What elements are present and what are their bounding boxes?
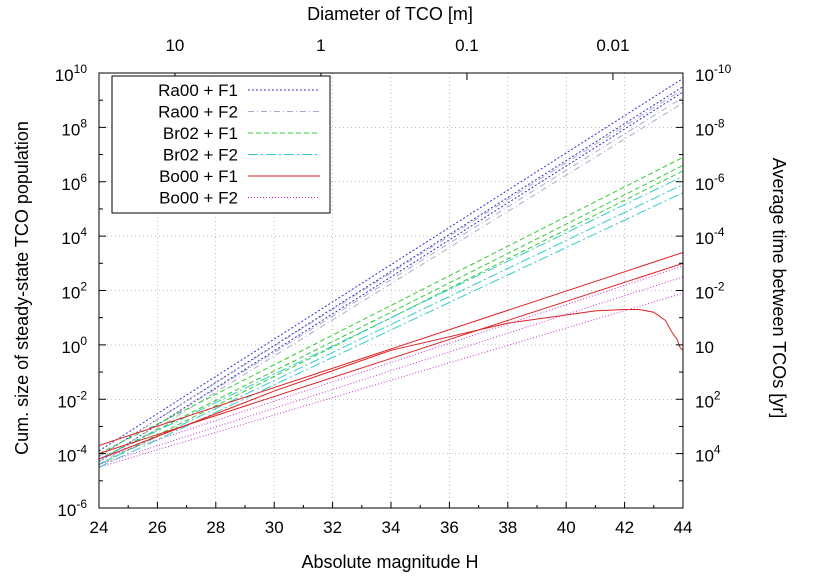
y2-tick-label: 10-8 <box>695 116 725 139</box>
y2-axis-label: Average time between TCOs [yr] <box>769 158 789 418</box>
x2-tick-label: 0.1 <box>455 36 479 55</box>
series-line <box>99 102 683 465</box>
y-tick-label: 104 <box>61 225 87 248</box>
legend-label: Br02 + F1 <box>163 124 238 143</box>
y-tick-label: 102 <box>61 280 87 303</box>
y-tick-label: 108 <box>61 116 87 139</box>
legend-label: Br02 + F2 <box>163 146 238 165</box>
y-tick-label: 106 <box>61 171 87 194</box>
legend-label: Bo00 + F2 <box>159 189 238 208</box>
x2-tick-labels: 10 1 0.1 0.01 <box>165 36 629 55</box>
series-line <box>99 265 683 460</box>
x2-axis-label: Diameter of TCO [m] <box>307 4 473 24</box>
y2-tick-label: 10-6 <box>695 171 725 194</box>
series-line <box>99 97 683 463</box>
y2-tick-label: 10 <box>695 338 714 357</box>
y2-tick-label: 10-2 <box>695 280 725 303</box>
series-line <box>99 91 683 463</box>
series-ra00-f1 <box>99 78 683 463</box>
x2-tick-label: 1 <box>316 36 325 55</box>
legend-label: Ra00 + F2 <box>158 103 238 122</box>
legend-label: Bo00 + F1 <box>159 167 238 186</box>
y-tick-label: 10-6 <box>57 497 87 520</box>
x2-tick-label: 10 <box>165 36 184 55</box>
series-line <box>99 276 683 465</box>
series-line <box>99 88 683 457</box>
series-ra00-f2 <box>99 88 683 465</box>
series-bo00-f1 <box>99 251 683 460</box>
x-tick-label: 28 <box>206 518 225 537</box>
x-tick-label: 42 <box>615 518 634 537</box>
y-tick-label: 10-4 <box>57 443 87 466</box>
series-line <box>99 262 683 455</box>
series-line <box>99 86 683 457</box>
series-line <box>99 164 683 460</box>
series-line <box>99 156 683 455</box>
legend: Ra00 + F1 Ra00 + F2 Br02 + F1 Br02 + F2 Bo00… <box>111 75 331 214</box>
x-tick-label: 36 <box>440 518 459 537</box>
x-tick-label: 26 <box>148 518 167 537</box>
x-tick-label: 30 <box>265 518 284 537</box>
series-line <box>99 251 683 446</box>
x-tick-label: 38 <box>498 518 517 537</box>
y-tick-labels: 1010 108 106 104 102 100 10-2 10-4 10-6 <box>55 62 88 520</box>
x-tick-label: 24 <box>90 518 109 537</box>
y-tick-label: 1010 <box>55 62 88 85</box>
y-axis-label: Cum. size of steady-state TCO population <box>12 121 32 455</box>
y-tick-label: 100 <box>61 334 87 357</box>
series-line <box>99 78 683 452</box>
legend-label: Ra00 + F1 <box>158 81 238 100</box>
y2-tick-labels: 10-10 10-8 10-6 10-4 10-2 10 102 104 <box>695 62 732 466</box>
y-tick-label: 10-2 <box>57 388 87 411</box>
series-br02-f1 <box>99 156 683 465</box>
series-line <box>99 184 683 465</box>
series-bo00-f2 <box>99 265 683 468</box>
legend-box <box>111 75 331 214</box>
series-line <box>99 309 683 460</box>
y2-tick-label: 10-4 <box>695 225 725 248</box>
y2-tick-label: 102 <box>695 388 721 411</box>
tick-marks <box>98 72 684 509</box>
series-line <box>99 292 683 468</box>
x-tick-label: 32 <box>323 518 342 537</box>
y2-tick-label: 10-10 <box>695 62 732 85</box>
x-tick-label: 40 <box>557 518 576 537</box>
y2-tick-label: 104 <box>695 443 721 466</box>
x2-tick-label: 0.01 <box>596 36 629 55</box>
x-tick-label: 34 <box>382 518 401 537</box>
series-line <box>99 170 683 465</box>
series-br02-f2 <box>99 175 683 468</box>
series-line <box>99 175 683 460</box>
x-tick-label: 44 <box>674 518 693 537</box>
series-layer <box>99 78 683 468</box>
x-tick-labels: 24 26 28 30 32 34 36 38 40 42 44 <box>90 518 693 537</box>
x-axis-label: Absolute magnitude H <box>301 552 478 572</box>
